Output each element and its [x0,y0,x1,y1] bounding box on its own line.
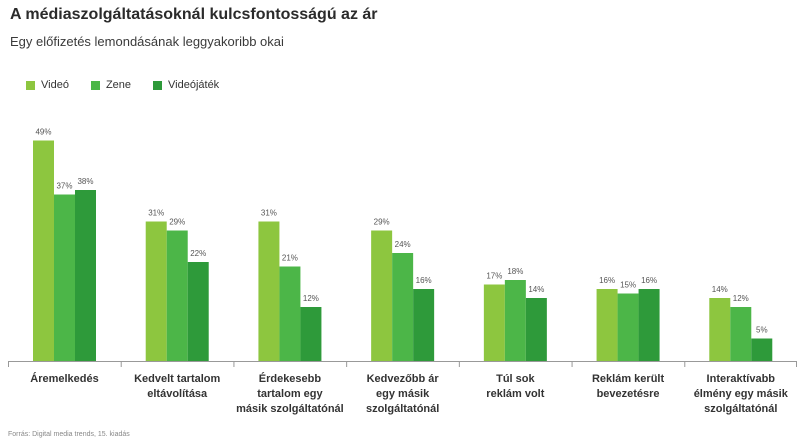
data-label-zene: 18% [507,267,523,276]
data-label-zene: 37% [56,182,72,191]
category-label: reklám volt [486,388,544,400]
bar-videojatek [413,289,435,361]
legend-swatch-zene [90,80,100,90]
data-label-videojatek: 16% [641,276,657,285]
data-label-zene: 29% [169,218,185,227]
category-label: Érdekesebb [259,372,322,385]
bar-zene [279,266,301,361]
legend-item-zene: Zene [90,79,132,91]
bar-video [483,284,505,361]
legend-swatch-videojatek [153,80,163,90]
data-label-videojatek: 14% [528,285,544,294]
bar-zene [392,253,414,361]
legend-label-videojatek: Videójáték [168,79,220,91]
data-label-videojatek: 16% [416,276,432,285]
category-label: másik szolgáltatónál [236,403,344,415]
bar-zene [166,230,188,361]
category-label: Kedvelt tartalom [134,373,220,385]
category-label: bevezetésre [597,388,660,400]
legend-item-video: Videó [26,79,69,91]
bar-zene [54,194,75,361]
chart-title: A médiaszolgáltatásoknál kulcsfontosságú… [10,6,378,23]
data-label-video: 16% [599,276,615,285]
legend: Videó Zene Videójáték [26,79,219,91]
bar-video [145,221,167,361]
bar-videojatek [300,307,322,361]
bar-videojatek [751,338,773,361]
bar-videojatek [75,190,96,361]
legend-item-videojatek: Videójáték [153,79,219,91]
category-label: élmény egy másik [694,388,789,400]
category-label: eltávolítása [147,388,208,400]
bar-video [371,230,393,361]
data-label-videojatek: 5% [756,326,768,335]
legend-swatch-video [26,80,35,90]
data-label-video: 29% [374,218,390,227]
category-label: Reklám került [592,373,664,385]
source-note: Forrás: Digital media trends, 15. kiadás [8,431,130,438]
data-label-zene: 15% [620,281,636,290]
data-label-videojatek: 38% [77,177,93,186]
category-label: egy másik [376,388,430,400]
legend-label-video: Videó [41,79,69,91]
bar-zene [617,293,639,361]
bar-videojatek [525,298,547,361]
bar-videojatek [187,262,209,361]
data-label-video: 14% [712,285,728,294]
category-label: Kedvezőbb ár [367,373,440,385]
bar-video [258,221,280,361]
bar-video [596,289,618,361]
data-label-videojatek: 12% [303,294,319,303]
bar-zene [504,280,526,361]
category-label: Interaktívabb [707,373,776,385]
bar-zene [730,307,752,361]
bar-videojatek [638,289,660,361]
chart-subtitle: Egy előfizetés lemondásának leggyakoribb… [10,34,284,49]
data-label-zene: 21% [282,254,298,263]
bar-video [33,140,54,361]
bar-video [709,298,731,361]
category-label: Áremelkedés [30,372,99,385]
data-label-zene: 24% [395,240,411,249]
data-label-video: 49% [35,128,51,137]
category-label: szolgáltatónál [366,403,439,415]
data-label-videojatek: 22% [190,249,206,258]
data-label-video: 17% [486,272,502,281]
data-label-video: 31% [261,209,277,218]
category-label: Túl sok [496,373,535,385]
category-label: tartalom egy [257,388,323,400]
data-label-video: 31% [148,209,164,218]
data-label-zene: 12% [733,294,749,303]
category-label: szolgáltatónál [704,403,777,415]
legend-label-zene: Zene [105,79,132,91]
